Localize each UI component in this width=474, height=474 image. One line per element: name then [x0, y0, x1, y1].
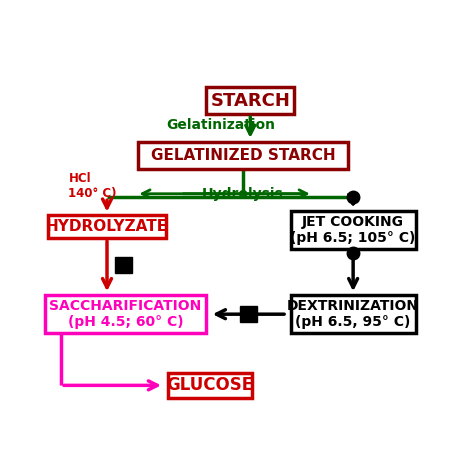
FancyBboxPatch shape	[291, 295, 416, 333]
Text: Gelatinization: Gelatinization	[166, 118, 275, 132]
Text: GLUCOSE: GLUCOSE	[166, 376, 254, 394]
FancyBboxPatch shape	[45, 295, 206, 333]
Text: JET COOKING
(pH 6.5; 105° C): JET COOKING (pH 6.5; 105° C)	[291, 215, 416, 246]
FancyBboxPatch shape	[48, 215, 166, 238]
Text: GELATINIZED STARCH: GELATINIZED STARCH	[151, 148, 335, 163]
Text: STARCH: STARCH	[210, 91, 290, 109]
Text: HYDROLYZATE: HYDROLYZATE	[46, 219, 168, 234]
FancyBboxPatch shape	[206, 87, 294, 114]
FancyBboxPatch shape	[138, 142, 347, 169]
FancyBboxPatch shape	[168, 373, 252, 398]
Polygon shape	[116, 257, 132, 273]
Text: SACCHARIFICATION
(pH 4.5; 60° C): SACCHARIFICATION (pH 4.5; 60° C)	[49, 299, 201, 329]
Text: Hydrolysis: Hydrolysis	[202, 187, 284, 201]
Text: HCl
140° C): HCl 140° C)	[68, 173, 117, 201]
Text: DEXTRINIZATION
(pH 6.5, 95° C): DEXTRINIZATION (pH 6.5, 95° C)	[287, 299, 419, 329]
Polygon shape	[240, 306, 256, 322]
FancyBboxPatch shape	[291, 211, 416, 249]
